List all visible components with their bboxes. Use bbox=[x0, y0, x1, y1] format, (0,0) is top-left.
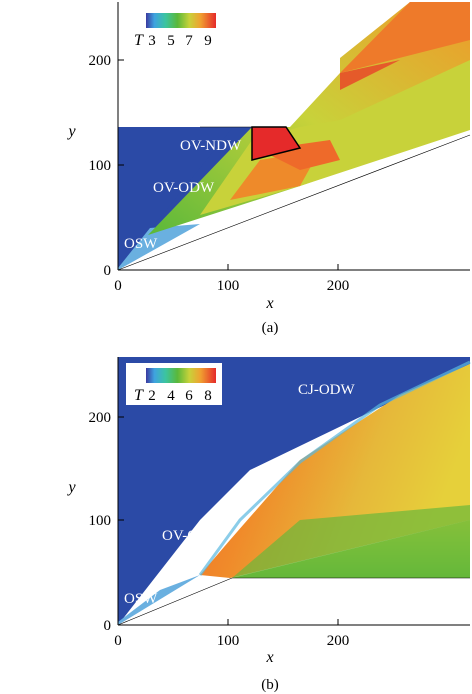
panel-b-xtick-0: 0 bbox=[114, 633, 122, 649]
panel-a-legend-val-0: 3 bbox=[148, 33, 156, 49]
panel-b-label: (b) bbox=[261, 677, 279, 693]
panel-a-annotation-osw: OSW bbox=[124, 236, 158, 252]
panel-a-legend-val-3: 9 bbox=[204, 33, 212, 49]
panel-a-ytick-100: 100 bbox=[89, 158, 112, 174]
panel-b-annotation-ov-odw: OV-ODW bbox=[162, 528, 224, 544]
panel-b-legend-val-0: 2 bbox=[148, 388, 156, 404]
panel-b-ytick-200: 200 bbox=[89, 410, 112, 426]
panel-b-ylabel: y bbox=[66, 479, 76, 496]
panel-b-annotation-osw: OSW bbox=[124, 591, 158, 607]
panel-a-xlabel: x bbox=[265, 295, 273, 312]
panel-b-xlabel: x bbox=[265, 649, 273, 666]
panel-a-ytick-0: 0 bbox=[104, 263, 112, 279]
panel-b-osw-band bbox=[118, 575, 200, 625]
panel-a-osw-band bbox=[118, 224, 200, 270]
panel-a-xtick-0: 0 bbox=[114, 278, 122, 294]
panel-b-annotation-cj-odw: CJ-ODW bbox=[298, 382, 356, 398]
panel-a-annotation-ov-ndw: OV-NDW bbox=[180, 138, 242, 154]
panel-a-ylabel: y bbox=[66, 123, 76, 140]
panel-b-colorbar bbox=[146, 368, 216, 383]
panel-b-xtick-100: 100 bbox=[217, 633, 240, 649]
panel-a-xtick-200: 200 bbox=[327, 278, 350, 294]
panel-a-legend-symbol: T bbox=[134, 32, 144, 49]
panel-a-colorbar bbox=[146, 13, 216, 28]
panel-b-ytick-0: 0 bbox=[104, 618, 112, 634]
panel-a-ndw-block bbox=[251, 126, 302, 161]
panel-a-label: (a) bbox=[262, 320, 279, 336]
panel-a-legend-val-1: 5 bbox=[167, 33, 175, 49]
panel-a-annotation-ov-odw: OV-ODW bbox=[153, 180, 215, 196]
panel-a-legend-val-2: 7 bbox=[185, 33, 193, 49]
panel-a: 0 100 200 0 100 200 x y T 3 5 7 9 OV-NDW… bbox=[66, 2, 471, 336]
panel-b-ytick-100: 100 bbox=[89, 513, 112, 529]
panel-b-legend-val-1: 4 bbox=[167, 388, 175, 404]
panel-a-ytick-200: 200 bbox=[89, 53, 112, 69]
panel-b-legend-symbol: T bbox=[134, 387, 144, 404]
panel-a-xtick-100: 100 bbox=[217, 278, 240, 294]
panel-b: 0 100 200 0 100 200 x y T 2 4 6 8 CJ-ODW… bbox=[66, 357, 471, 693]
panel-b-legend-val-2: 6 bbox=[185, 388, 193, 404]
panel-b-legend-val-3: 8 bbox=[204, 388, 212, 404]
panel-b-cold-region bbox=[118, 357, 470, 625]
panel-b-xtick-200: 200 bbox=[327, 633, 350, 649]
